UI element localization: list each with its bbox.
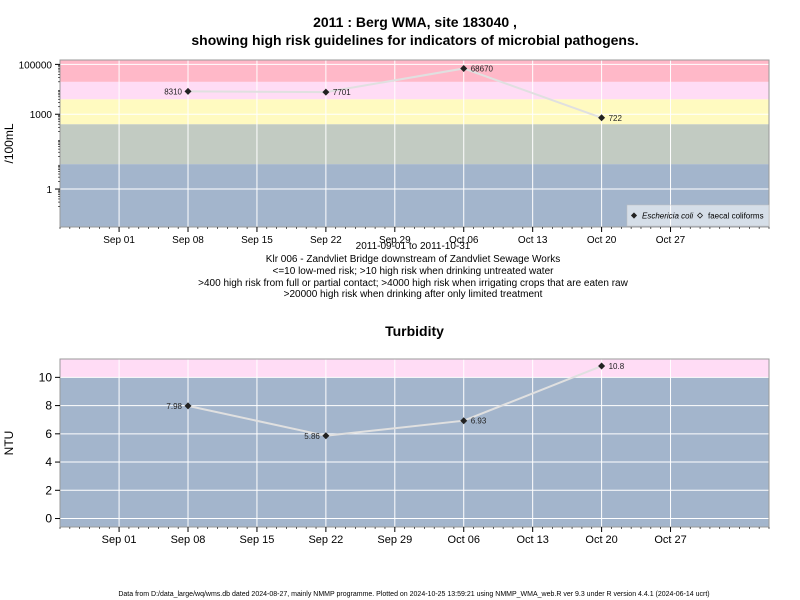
- x-tick-label: Sep 29: [379, 235, 411, 246]
- series-line: [187, 365, 602, 437]
- y-tick-label: 0: [45, 512, 52, 526]
- y-axis-label: NTU: [2, 431, 16, 456]
- caption-guideline-1: <=10 low-med risk; >10 high risk when dr…: [273, 266, 555, 277]
- x-tick-label: Sep 29: [377, 534, 412, 546]
- data-label: 8310: [164, 87, 182, 96]
- x-tick-label: Oct 20: [585, 534, 617, 546]
- y-tick-label: 8: [45, 399, 52, 413]
- x-tick-label: Oct 06: [449, 235, 479, 246]
- caption-guideline-2: >400 high risk from full or partial cont…: [198, 278, 628, 289]
- data-label: 7.98: [166, 402, 182, 411]
- data-point: [184, 402, 192, 410]
- y-tick-label: 6: [45, 427, 52, 441]
- y-tick-label: 4: [45, 455, 52, 469]
- y-tick-label: 1: [46, 185, 52, 196]
- ecoli-chart-panel: 1 1000 100000/100mL Sep 01 Sep 08 Sep 15 Sep 2…: [2, 59, 770, 246]
- turbidity-chart-panel: Turbidity 0 2 4 6 8 10 NTU Sep 01 Sep 08 Sep 15 Sep…: [2, 323, 770, 546]
- caption-date-range: 2011-09-01 to 2011-10-31: [356, 241, 471, 252]
- data-label: 7701: [333, 88, 351, 97]
- risk-band: [60, 60, 769, 82]
- data-label: 6.93: [471, 417, 487, 426]
- legend-marker: [696, 212, 704, 219]
- y-tick-label: 1000: [30, 110, 53, 121]
- y-tick-label: 2: [45, 483, 52, 497]
- x-tick-label: Oct 13: [518, 235, 548, 246]
- y-axis-label: /100mL: [2, 123, 16, 163]
- legend-label: faecal coliforms: [708, 212, 764, 221]
- risk-band: [60, 124, 769, 165]
- main-title-line-1: 2011 : Berg WMA, site 183040 ,: [313, 14, 517, 30]
- x-tick-label: Sep 01: [102, 534, 137, 546]
- x-tick-label: Sep 22: [308, 534, 343, 546]
- x-tick-label: Sep 08: [171, 534, 206, 546]
- caption-site: Klr 006 - Zandvliet Bridge downstream of…: [266, 254, 560, 265]
- data-point: [460, 64, 468, 72]
- legend-label: Eschericia coli: [642, 212, 693, 221]
- data-point: [322, 88, 330, 96]
- data-label: 722: [609, 114, 623, 123]
- risk-band: [60, 99, 769, 125]
- x-tick-label: Oct 06: [448, 534, 480, 546]
- y-tick-label: 10: [39, 370, 53, 384]
- risk-band: [60, 377, 769, 527]
- x-tick-label: Sep 01: [103, 235, 135, 246]
- x-tick-label: Oct 20: [587, 235, 617, 246]
- y-tick-label: 100000: [19, 60, 53, 71]
- legend-marker: [630, 212, 638, 219]
- data-point: [598, 114, 606, 122]
- data-label: 68670: [471, 64, 494, 73]
- risk-band: [60, 359, 769, 378]
- data-point: [184, 87, 192, 95]
- data-point: [460, 417, 468, 425]
- x-tick-label: Sep 15: [241, 235, 273, 246]
- main-title-line-2: showing high risk guidelines for indicat…: [191, 32, 638, 48]
- data-label: 10.8: [609, 362, 625, 371]
- x-tick-label: Oct 27: [656, 235, 686, 246]
- x-tick-label: Sep 22: [310, 235, 342, 246]
- series-line: [188, 67, 602, 119]
- ecoli-caption: 2011-09-01 to 2011-10-31 Klr 006 - Zandv…: [198, 241, 628, 300]
- caption-guideline-3: >20000 high risk when drinking after onl…: [284, 289, 543, 300]
- x-tick-label: Sep 15: [240, 534, 275, 546]
- x-tick-label: Oct 13: [516, 534, 548, 546]
- data-point: [598, 362, 606, 370]
- footer-note: Data from D:/data_large/wq/wms.db dated …: [118, 591, 709, 598]
- x-tick-label: Sep 08: [172, 235, 204, 246]
- data-label: 5.86: [304, 432, 320, 441]
- risk-band: [60, 81, 769, 100]
- x-tick-label: Oct 27: [654, 534, 686, 546]
- data-point: [322, 432, 330, 440]
- panel-title: Turbidity: [385, 323, 444, 339]
